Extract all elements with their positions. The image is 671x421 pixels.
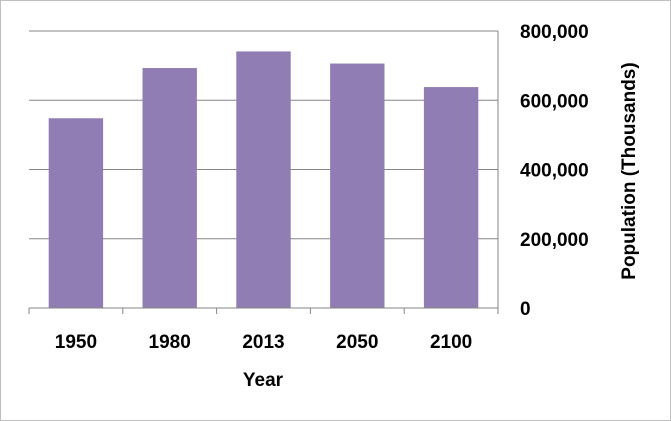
x-tick-label: 2013 xyxy=(242,332,284,353)
x-tick-label: 2050 xyxy=(336,332,378,353)
x-tick-label: 2100 xyxy=(430,332,472,353)
x-tick-labels: 1950 1980 2013 2050 2100 xyxy=(55,332,472,353)
bar-2050 xyxy=(330,63,385,308)
axes xyxy=(28,31,499,314)
bar-1950 xyxy=(48,118,104,308)
bars xyxy=(48,51,479,309)
y-tick-label: 600,000 xyxy=(520,91,589,112)
y-tick-label: 200,000 xyxy=(520,230,589,251)
bar-2100 xyxy=(423,87,479,308)
x-tick-label: 1980 xyxy=(149,332,191,353)
bar-2013 xyxy=(236,51,291,309)
y-tick-label: 800,000 xyxy=(520,22,589,43)
y-tick-label: 400,000 xyxy=(520,161,589,182)
x-axis-label: Year xyxy=(243,370,284,391)
y-tick-labels: 0 200,000 400,000 600,000 800,000 xyxy=(520,22,589,320)
y-tick-label: 0 xyxy=(520,299,531,320)
x-tick-label: 1950 xyxy=(55,332,97,353)
y-axis-label: Population (Thousands) xyxy=(619,62,640,279)
bar-1980 xyxy=(142,68,197,308)
